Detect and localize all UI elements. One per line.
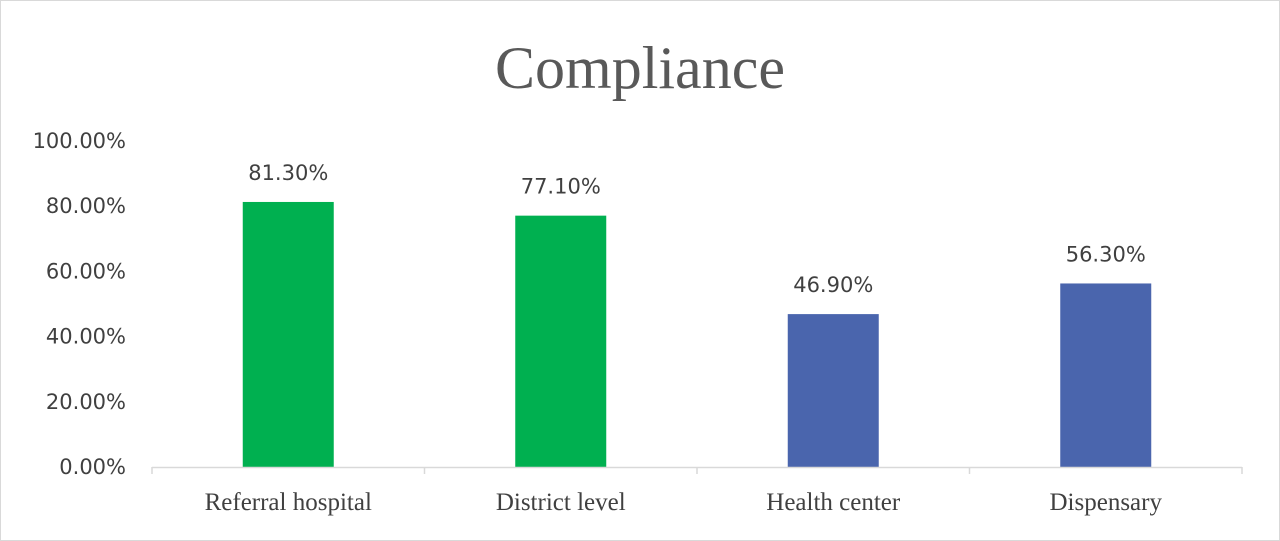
bar: [515, 215, 607, 467]
bar: [787, 314, 879, 467]
x-tick-label: District level: [496, 489, 626, 516]
x-axis-ticks: Referral hospital District level Health ce…: [205, 489, 1163, 516]
data-label: 77.10%: [521, 175, 601, 199]
bar: [1060, 283, 1152, 467]
data-label: 46.90%: [793, 273, 873, 297]
y-tick-label: 100.00%: [33, 129, 126, 153]
y-axis-ticks: 0.00% 20.00% 40.00% 60.00% 80.00% 100.00%: [33, 129, 126, 479]
y-tick-label: 40.00%: [46, 325, 126, 349]
chart-title: Compliance: [495, 35, 785, 101]
x-axis: [151, 466, 1243, 474]
bar: [242, 201, 334, 467]
data-label: 56.30%: [1066, 242, 1146, 266]
y-tick-label: 0.00%: [59, 455, 126, 479]
data-label: 81.30%: [248, 161, 328, 185]
y-tick-label: 20.00%: [46, 390, 126, 414]
data-labels: 81.30% 77.10% 46.90% 56.30%: [248, 161, 1146, 297]
y-tick-label: 80.00%: [46, 194, 126, 218]
y-tick-label: 60.00%: [46, 259, 126, 283]
x-tick-label: Referral hospital: [205, 489, 372, 516]
x-tick-label: Dispensary: [1050, 489, 1163, 516]
x-tick-label: Health center: [766, 489, 901, 516]
bar-series: [242, 201, 1152, 467]
